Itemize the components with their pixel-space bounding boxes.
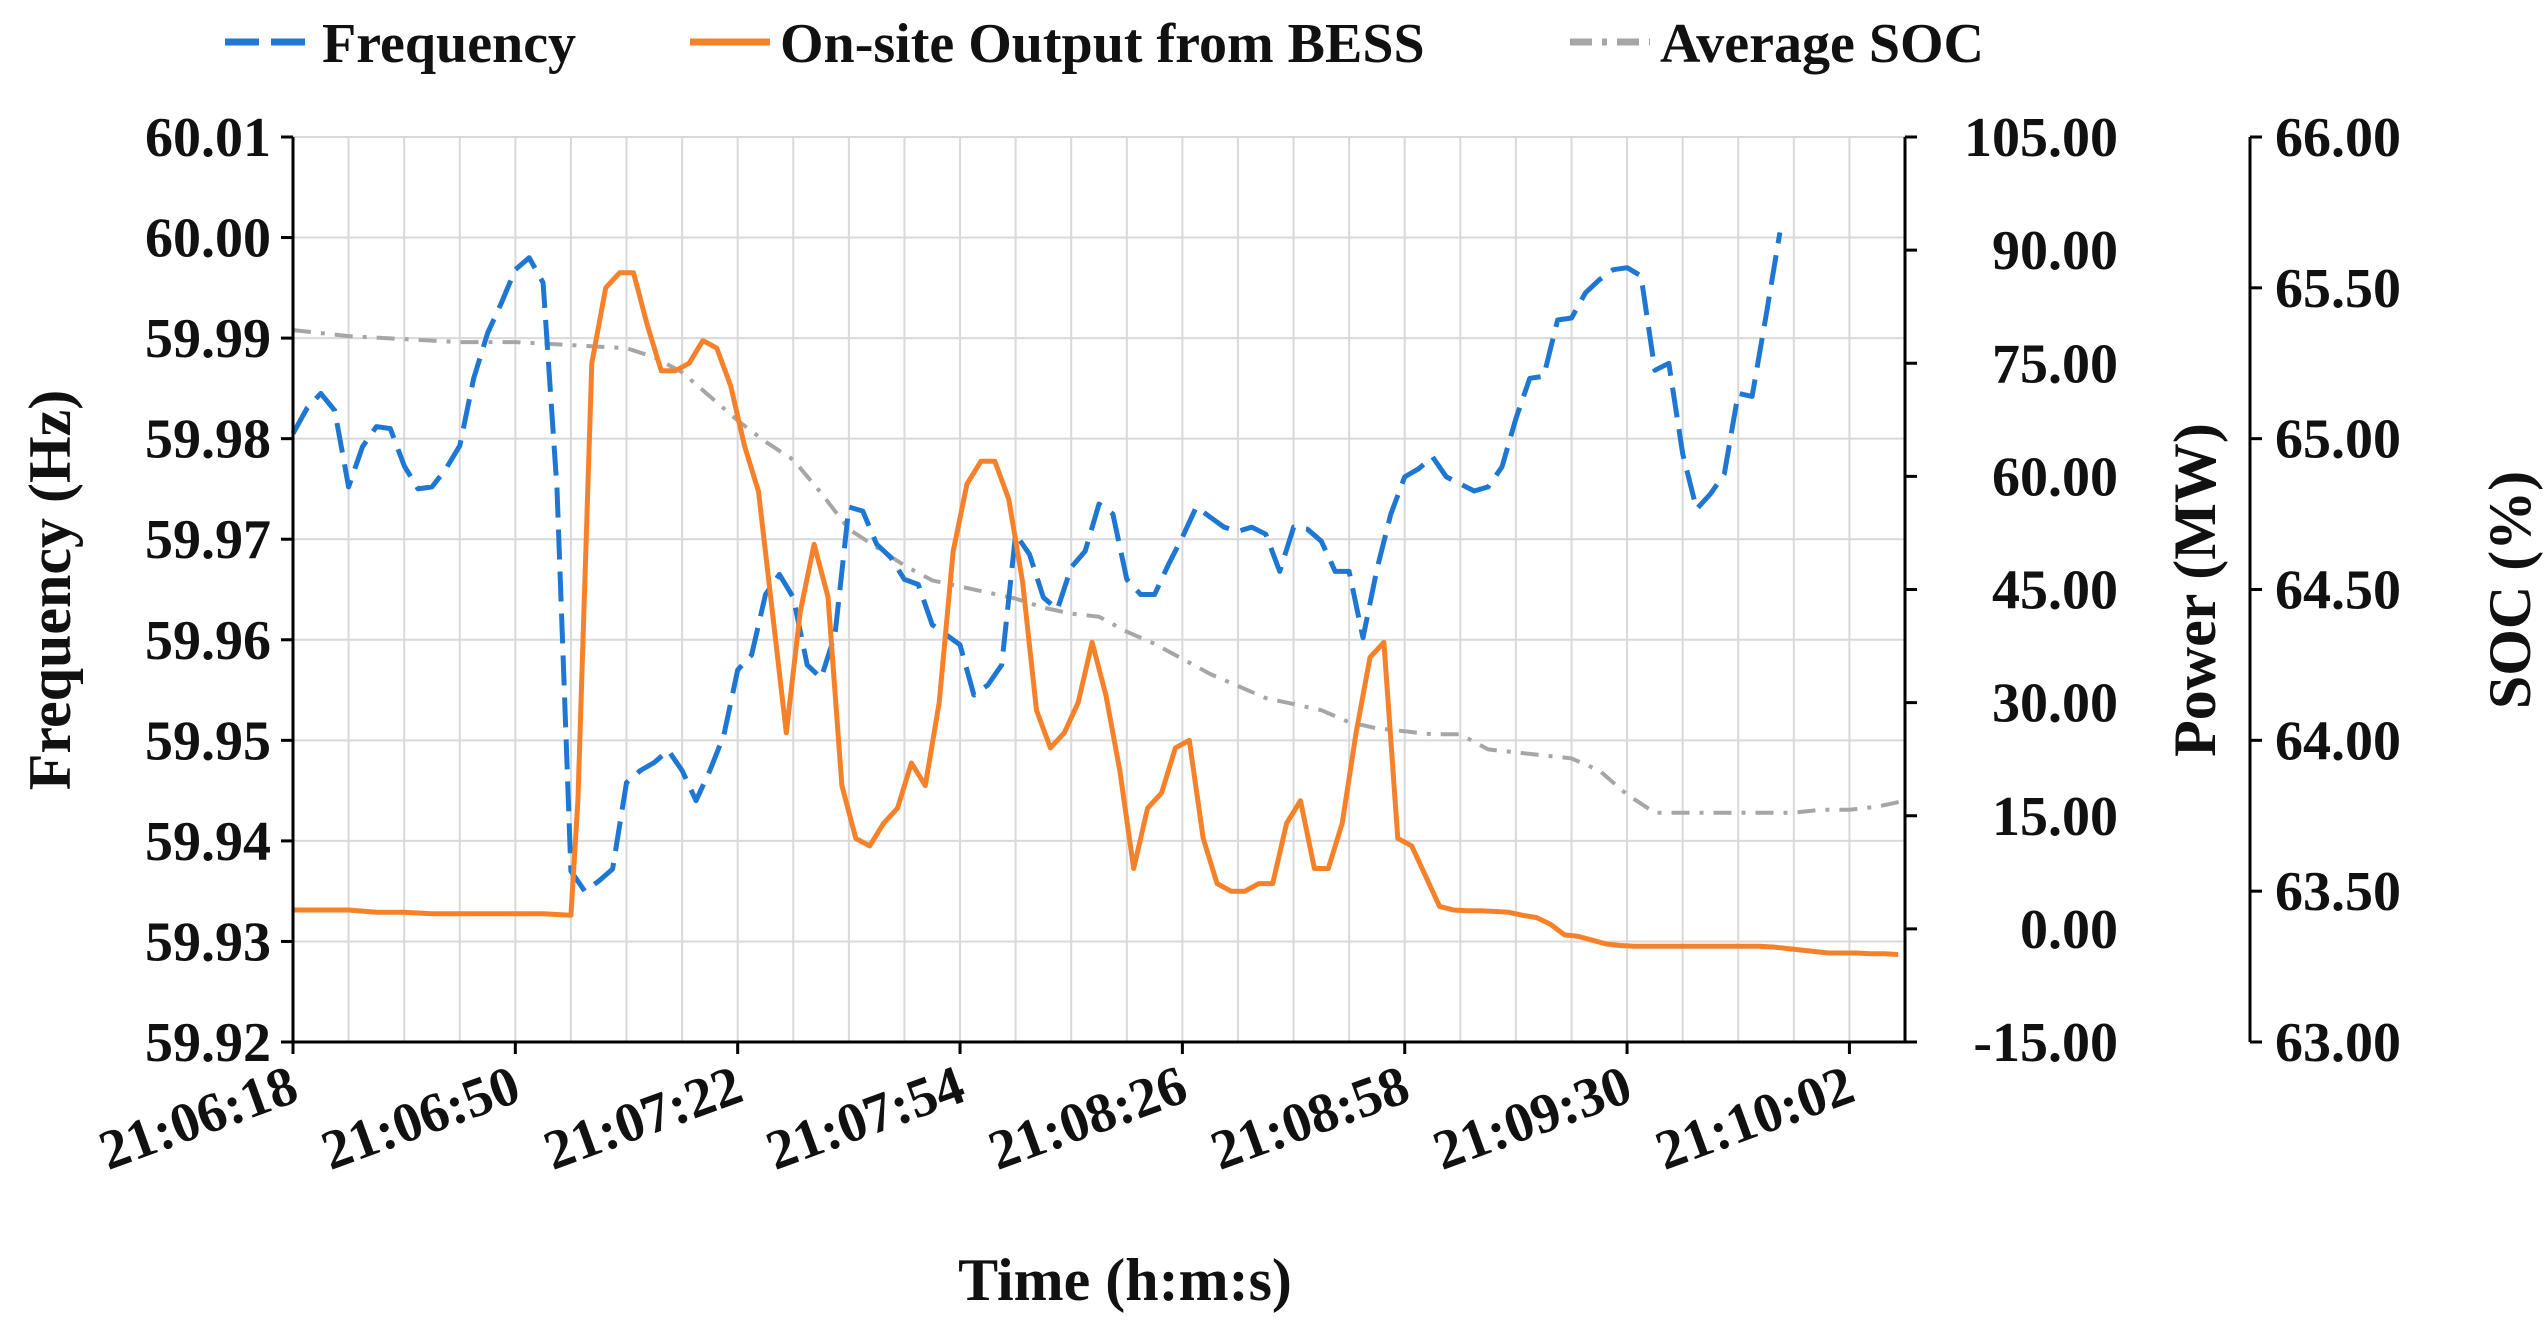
- y-left-tick-label: 59.95: [145, 710, 271, 772]
- y-left-tick-label: 60.01: [145, 107, 271, 169]
- grid: [292, 136, 1906, 1043]
- y-power-tick-label: 105.00: [1964, 107, 2118, 169]
- y-left-tick-label: 60.00: [145, 208, 271, 270]
- x-axis-title: Time (h:m:s): [958, 1247, 1292, 1313]
- x-tick-label: 21:08:58: [1203, 1054, 1417, 1182]
- y-left-tick-label: 59.94: [145, 811, 271, 873]
- y-power-tick-label: -15.00: [1973, 1012, 2118, 1074]
- y-left-tick-label: 59.96: [145, 610, 271, 672]
- x-tick-label: 21:07:22: [536, 1054, 750, 1182]
- y-left-tick-label: 59.97: [145, 509, 271, 571]
- y-soc-tick-label: 65.00: [2275, 409, 2401, 471]
- y-power-tick-label: 30.00: [1992, 673, 2118, 735]
- x-tick-label: 21:09:30: [1425, 1054, 1639, 1182]
- y-power-tick-label: 45.00: [1992, 560, 2118, 622]
- y-soc-tick-label: 66.00: [2275, 107, 2401, 169]
- y-power-tick-label: 90.00: [1992, 220, 2118, 282]
- y-power-tick-label: 0.00: [2020, 899, 2118, 961]
- y-axis-soc-title: SOC (%): [2477, 471, 2543, 709]
- y-power-tick-label: 60.00: [1992, 446, 2118, 508]
- legend-label-frequency: Frequency: [322, 13, 576, 75]
- y-soc-tick-label: 63.00: [2275, 1012, 2401, 1074]
- y-soc-tick-label: 64.50: [2275, 560, 2401, 622]
- y-soc-tick-label: 63.50: [2275, 861, 2401, 923]
- y-soc-tick-label: 64.00: [2275, 710, 2401, 772]
- y-left-tick-label: 59.98: [145, 409, 271, 471]
- frequency-line: [290, 232, 1783, 894]
- y-power-tick-label: 75.00: [1992, 333, 2118, 395]
- bess-output-line: [293, 270, 1899, 957]
- legend: Frequency On-site Output from BESS Avera…: [225, 13, 1984, 75]
- legend-label-soc: Average SOC: [1660, 13, 1984, 75]
- y-axis-left-title: Frequency (Hz): [17, 390, 83, 790]
- axes: 59.92 59.93 59.94 59.95 59.96 59.97 59.98 59.99…: [91, 107, 2401, 1182]
- x-tick-label: 21:10:02: [1648, 1054, 1862, 1182]
- series-layer: [290, 232, 1906, 957]
- y-power-tick-label: 15.00: [1992, 786, 2118, 848]
- y-left-tick-label: 59.99: [145, 308, 271, 370]
- y-left-tick-label: 59.93: [145, 911, 271, 973]
- x-tick-label: 21:07:54: [758, 1054, 972, 1182]
- y-left-tick-label: 59.92: [145, 1012, 271, 1074]
- y-axis-power-title: Power (MW): [2162, 423, 2228, 757]
- y-soc-tick-label: 65.50: [2275, 258, 2401, 320]
- legend-label-bess: On-site Output from BESS: [780, 13, 1425, 75]
- x-tick-label: 21:08:26: [981, 1054, 1195, 1182]
- x-tick-label: 21:06:50: [314, 1054, 528, 1182]
